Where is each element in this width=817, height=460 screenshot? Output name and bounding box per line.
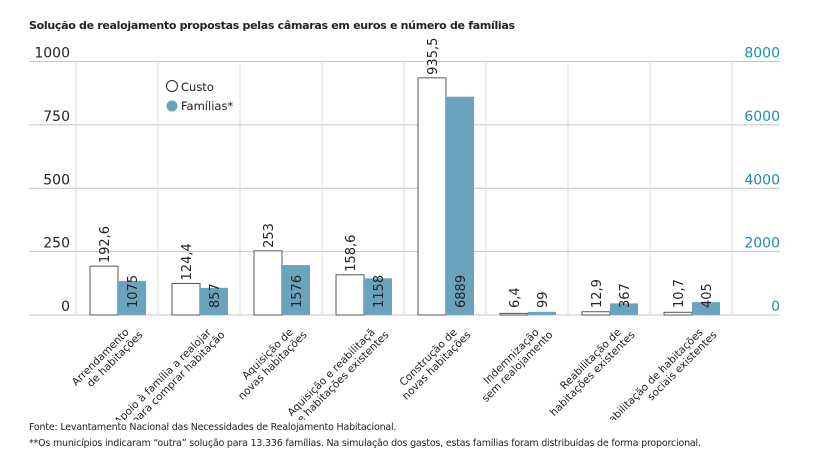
footnote: **Os municípios indicaram “outra” soluçã… <box>29 438 701 449</box>
source-note: Fonte: Levantamento Nacional das Necessi… <box>29 422 397 433</box>
value-label-custo: 935,5 <box>426 38 441 75</box>
bar-familias <box>446 96 474 316</box>
bar-custo <box>581 311 611 316</box>
bar-custo <box>171 282 201 316</box>
value-label-custo: 10,7 <box>672 279 687 308</box>
left-tick-label: 250 <box>43 236 70 252</box>
right-tick-label: 0 <box>771 299 780 315</box>
category-label: Arrendamentode habitações <box>70 321 146 397</box>
category-label-line: sem realojamento <box>480 329 556 405</box>
category-label-line: e habitações existentes <box>295 329 392 420</box>
left-tick-label: 0 <box>61 299 70 315</box>
value-label-familias: 857 <box>208 283 223 308</box>
left-tick-label: 1000 <box>34 46 70 62</box>
value-label-custo: 192,6 <box>98 226 113 263</box>
value-label-familias: 367 <box>618 283 633 308</box>
value-label-custo: 6,4 <box>508 287 523 308</box>
value-label-custo: 12,9 <box>590 279 605 308</box>
bar-custo <box>253 250 283 316</box>
right-tick-label: 6000 <box>744 109 780 125</box>
category-label: Aquisição denovas habitações <box>228 321 310 403</box>
bar-familias <box>200 287 228 315</box>
value-label-familias: 1576 <box>290 275 305 308</box>
bar-familias <box>610 303 638 315</box>
bar-familias <box>528 311 556 315</box>
bar-chart: 0 0 250 2000 500 4000 750 6000 1000 8000 192,6 1075… <box>29 38 780 420</box>
category-label-line: para comprar habitação <box>130 329 228 420</box>
value-label-custo: 124,4 <box>180 243 195 280</box>
bar-custo <box>335 274 365 316</box>
bar-custo <box>417 77 447 316</box>
value-label-familias: 6889 <box>454 275 469 308</box>
right-tick-label: 4000 <box>744 172 780 188</box>
bar-familias <box>118 280 146 315</box>
value-label-custo: 158,6 <box>344 235 359 272</box>
category-label: Construção denovas habitações <box>392 321 474 403</box>
bar-familias <box>692 302 720 315</box>
right-tick-label: 8000 <box>744 46 780 62</box>
left-tick-label: 500 <box>43 172 70 188</box>
bar-custo <box>663 311 693 316</box>
category-label: Indemnizaçãosem realojamento <box>472 321 556 405</box>
bar-familias <box>282 265 310 315</box>
left-tick-label: 750 <box>43 109 70 125</box>
legend-custo-marker <box>166 80 178 92</box>
legend-custo-label: Custo <box>181 80 214 94</box>
bar-custo <box>499 312 529 316</box>
value-label-familias: 99 <box>536 291 551 308</box>
value-label-familias: 1158 <box>372 275 387 308</box>
value-label-familias: 405 <box>700 283 715 308</box>
bar-familias <box>364 278 392 315</box>
value-label-familias: 1075 <box>126 275 141 308</box>
chart-title: Solução de realojamento propostas pelas … <box>29 19 515 32</box>
bar-custo <box>89 265 119 316</box>
legend-familias-label: Famílias* <box>181 99 233 113</box>
right-tick-label: 2000 <box>744 236 780 252</box>
legend-familias-marker <box>166 100 178 112</box>
value-label-custo: 253 <box>262 223 277 248</box>
